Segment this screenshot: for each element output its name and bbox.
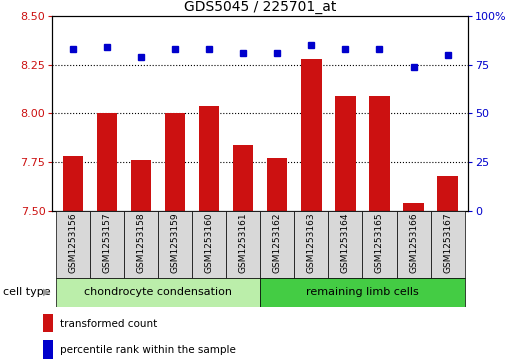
Bar <box>56 278 260 307</box>
Bar <box>369 96 390 211</box>
Text: GSM1253160: GSM1253160 <box>204 213 213 273</box>
Title: GDS5045 / 225701_at: GDS5045 / 225701_at <box>184 0 336 14</box>
Bar <box>294 211 328 278</box>
Text: GSM1253156: GSM1253156 <box>68 213 77 273</box>
Bar <box>437 176 458 211</box>
Text: ▶: ▶ <box>43 287 51 297</box>
Bar <box>165 113 185 211</box>
Bar <box>396 211 430 278</box>
Bar <box>97 113 117 211</box>
Bar <box>267 158 288 211</box>
Text: percentile rank within the sample: percentile rank within the sample <box>60 345 235 355</box>
Text: GSM1253165: GSM1253165 <box>375 213 384 273</box>
Bar <box>124 211 158 278</box>
Text: GSM1253164: GSM1253164 <box>341 213 350 273</box>
Bar <box>131 160 151 211</box>
Bar <box>430 211 464 278</box>
Bar <box>301 59 322 211</box>
Text: chondrocyte condensation: chondrocyte condensation <box>84 287 232 297</box>
Bar <box>260 278 464 307</box>
Bar <box>362 211 396 278</box>
Text: remaining limb cells: remaining limb cells <box>306 287 419 297</box>
Bar <box>56 211 90 278</box>
Text: GSM1253159: GSM1253159 <box>170 213 179 273</box>
Text: GSM1253162: GSM1253162 <box>272 213 282 273</box>
Bar <box>328 211 362 278</box>
Bar <box>233 144 253 211</box>
Bar <box>63 156 83 211</box>
Bar <box>199 106 219 211</box>
Text: GSM1253161: GSM1253161 <box>238 213 248 273</box>
Bar <box>192 211 226 278</box>
Bar <box>403 203 424 211</box>
Bar <box>43 314 52 333</box>
Bar <box>43 340 52 359</box>
Text: GSM1253167: GSM1253167 <box>443 213 452 273</box>
Text: GSM1253158: GSM1253158 <box>137 213 145 273</box>
Text: transformed count: transformed count <box>60 318 157 329</box>
Bar <box>158 211 192 278</box>
Text: GSM1253157: GSM1253157 <box>103 213 111 273</box>
Bar <box>226 211 260 278</box>
Bar <box>260 211 294 278</box>
Text: GSM1253163: GSM1253163 <box>307 213 316 273</box>
Bar <box>90 211 124 278</box>
Text: cell type: cell type <box>3 287 50 297</box>
Bar <box>335 96 356 211</box>
Text: GSM1253166: GSM1253166 <box>409 213 418 273</box>
